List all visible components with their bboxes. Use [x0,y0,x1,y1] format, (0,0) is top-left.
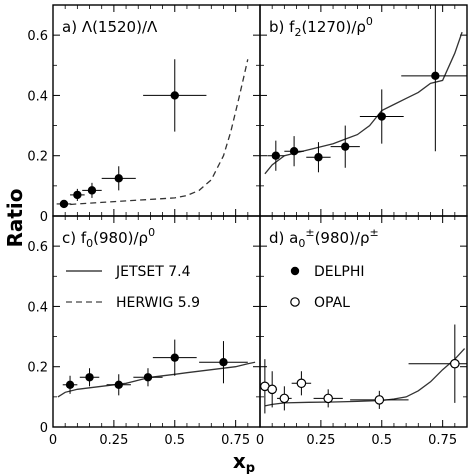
panel-label-c: c) f0(980)/ρ0 [62,226,155,250]
panel-frame [259,4,468,217]
x-tick-label: 0.75 [428,433,457,448]
x-tick-label: 0.75 [221,433,250,448]
x-tick-label: 0 [256,433,264,448]
data-point [85,373,94,382]
panel-label-b: b) f2(1270)/ρ0 [269,15,373,39]
panel-label-d: d) a0±(980)/ρ± [269,226,379,250]
data-point-open [279,393,290,404]
x-axis-title: xp [233,449,255,474]
jetset-curve [264,348,466,407]
data-point [114,174,123,183]
data-point-open [323,393,333,404]
panel-label-rest: (980)/ρ [93,229,148,247]
plot-area [57,339,256,398]
plot-area [260,324,467,414]
x-tick-label: 0.5 [164,433,185,448]
panel-label-prefix: d) [269,229,289,247]
legend: JETSET 7.4 HERWIG 5.9 DELPHI OPAL [66,264,365,311]
panel-b: b) f2(1270)/ρ0 [259,4,468,217]
data-point [289,146,299,156]
herwig-curve [60,59,249,207]
panel-label-prefix: c) [62,229,81,247]
data-point [170,353,179,362]
x-tick-label: 0.5 [371,433,392,448]
data-point [377,112,386,121]
data-point [73,190,82,200]
data-point [65,380,75,389]
data-point [114,380,123,389]
legend-opal-marker [290,297,300,307]
legend-opal-label: OPAL [314,295,350,311]
data-point-open [296,378,307,389]
plot-area [264,5,467,175]
y-tick-label: 0.2 [27,361,48,376]
y-tick-label: 0 [40,421,48,436]
data-point [170,91,179,100]
data-point [219,357,228,367]
panel-label-sup1: ± [305,226,314,239]
y-axis-title: Ratio [3,188,27,247]
data-point [314,153,323,162]
data-point [59,199,69,209]
y-tick-label: 0 [40,210,48,225]
x-tick-label: 0.25 [99,433,128,448]
panel-frame [259,215,468,428]
jetset-curve [57,361,256,398]
data-point [143,373,153,382]
panel-label-sup: 0 [148,226,155,239]
panel-label-rest: (980)/ρ [315,229,370,247]
legend-delphi-label: DELPHI [314,264,365,280]
data-point [431,71,440,81]
panel-frame [52,4,261,217]
legend-jetset-label: JETSET 7.4 [115,264,191,280]
data-point-open [374,395,385,405]
panel-label-a: a) Λ(1520)/Λ [62,18,158,36]
data-point [87,186,97,195]
x-axis-title-main: x [233,449,246,473]
panel-label-sub: 0 [298,237,305,250]
panel-frame [52,215,261,428]
x-axis-title-sub: p [246,461,255,474]
panel-label-main: Λ(1520)/Λ [82,18,158,36]
y-tick-label: 0.4 [27,300,48,315]
panel-label-main: f [289,18,295,36]
legend-herwig-label: HERWIG 5.9 [116,295,200,311]
panel-label-prefix: b) [269,18,289,36]
data-point [341,142,350,151]
x-tick-label: 0 [49,433,57,448]
panel-label-main: f [81,229,87,247]
data-point-open [267,384,277,395]
x-tick-label: 0.25 [306,433,335,448]
panel-label-rest: (1270)/ρ [301,18,365,36]
panel-label-sub: 2 [294,26,301,39]
y-tick-label: 0.6 [27,240,48,255]
panel-a: 0 0.2 0.4 0.6 a) Λ(1520)/Λ [27,4,261,225]
legend-delphi-marker [290,266,300,276]
panel-label-sup: ± [370,226,379,239]
panel-label-prefix: a) [62,18,82,36]
plot-area [56,59,249,209]
y-tick-label: 0.4 [27,89,48,104]
panel-d: 0 0.25 0.5 0.75d) a0±(980)/ρ± [256,215,468,448]
panel-label-main: a [289,229,298,247]
y-tick-label: 0.6 [27,29,48,44]
panel-label-sub: 0 [86,237,93,250]
y-tick-label: 0.2 [27,150,48,165]
data-point-open [450,358,460,369]
data-point [271,151,281,160]
panel-label-sup: 0 [366,15,373,28]
panels: 00.20.40.6a) Λ(1520)/Λ b) f2(1270)/ρ00 0.2… [27,4,468,448]
